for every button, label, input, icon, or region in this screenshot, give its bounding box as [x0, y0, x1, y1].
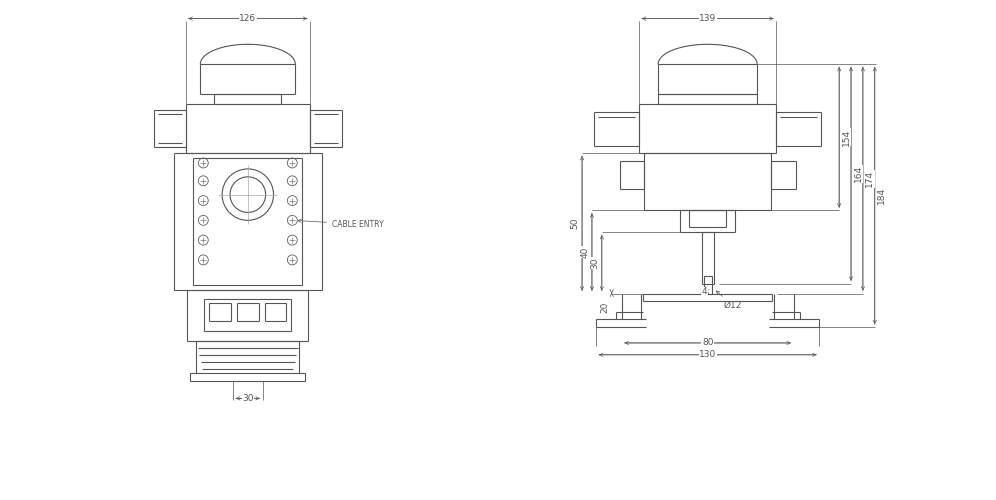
Text: 139: 139 — [699, 14, 716, 23]
Text: CABLE ENTRY: CABLE ENTRY — [298, 219, 383, 229]
Text: 50: 50 — [571, 218, 580, 229]
Text: 80: 80 — [702, 338, 713, 347]
Text: 30: 30 — [242, 394, 254, 403]
Text: 20: 20 — [601, 301, 610, 312]
Text: 4: 4 — [702, 287, 707, 296]
Text: 30: 30 — [591, 257, 600, 268]
Text: 154: 154 — [842, 128, 851, 146]
Text: Ø12: Ø12 — [716, 291, 742, 310]
Text: 130: 130 — [699, 350, 716, 360]
Text: 40: 40 — [581, 246, 590, 258]
Text: 164: 164 — [854, 166, 863, 182]
Text: 126: 126 — [239, 14, 256, 23]
Text: 174: 174 — [866, 170, 874, 188]
Text: 184: 184 — [877, 187, 886, 204]
